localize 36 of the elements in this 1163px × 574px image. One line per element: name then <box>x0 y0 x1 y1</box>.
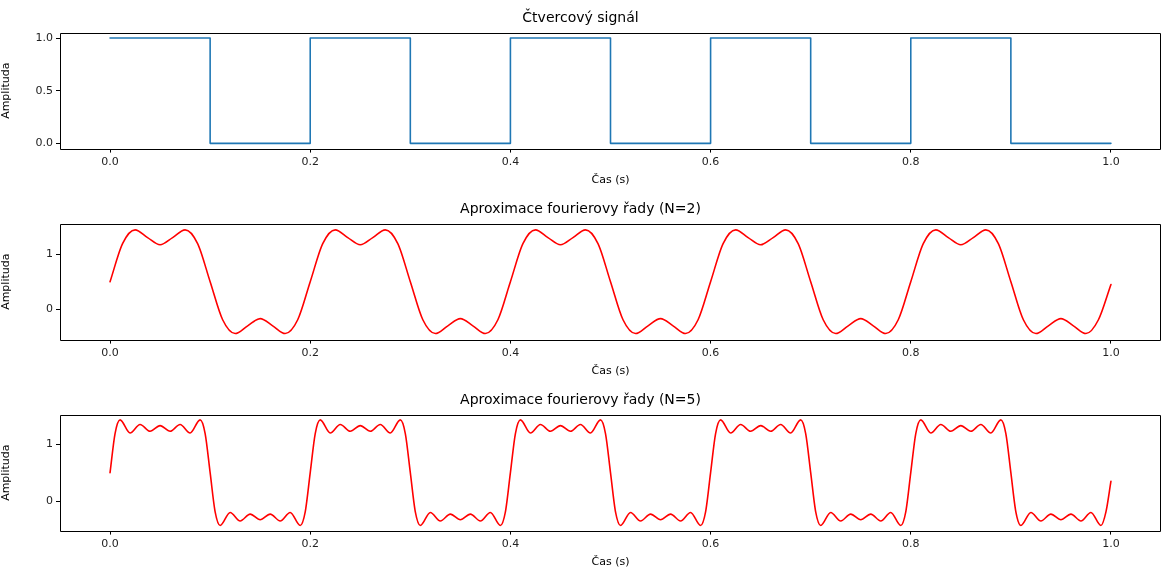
y-tick-label: 1 <box>46 246 53 260</box>
y-tick-label: 0 <box>46 493 53 507</box>
x-axis-title: Čas (s) <box>591 555 630 569</box>
x-tick-label: 0.0 <box>101 155 119 169</box>
x-tick-label: 0.6 <box>701 346 720 360</box>
y-tick-label: 0 <box>46 302 53 316</box>
x-tick-label: 1.0 <box>1102 537 1120 551</box>
chart-title: Aproximace fourierovy řady (N=2) <box>460 200 701 217</box>
x-tick-label: 0.2 <box>301 537 319 551</box>
x-tick-label: 1.0 <box>1102 346 1120 360</box>
x-tick-label: 0.4 <box>501 155 520 169</box>
x-tick-label: 1.0 <box>1102 155 1120 169</box>
y-axis-title: Amplituda <box>0 62 13 119</box>
x-tick-label: 0.2 <box>301 346 319 360</box>
x-tick-label: 0.8 <box>902 155 920 169</box>
chart-title: Aproximace fourierovy řady (N=5) <box>460 391 701 408</box>
x-tick-label: 0.8 <box>902 346 920 360</box>
y-tick-label: 1 <box>46 437 53 451</box>
line-series <box>109 419 1112 527</box>
x-tick-label: 0.8 <box>902 537 920 551</box>
x-tick-label: 0.0 <box>101 537 119 551</box>
y-tick-label: 0.0 <box>35 136 53 150</box>
x-tick-label: 0.4 <box>501 346 520 360</box>
y-axis-title: Amplituda <box>0 444 13 501</box>
x-tick-label: 0.2 <box>301 155 319 169</box>
x-axis-title: Čas (s) <box>591 173 630 187</box>
x-tick-label: 0.4 <box>501 537 520 551</box>
x-axis-title: Čas (s) <box>591 364 630 378</box>
line-series <box>109 229 1112 335</box>
x-tick-label: 0.6 <box>701 155 720 169</box>
y-axis-title: Amplituda <box>0 253 13 310</box>
y-tick-label: 1.0 <box>35 30 53 44</box>
chart-title: Čtvercový signál <box>522 8 639 26</box>
x-tick-label: 0.6 <box>701 537 720 551</box>
x-tick-label: 0.0 <box>101 346 119 360</box>
y-tick-label: 0.5 <box>35 83 53 97</box>
